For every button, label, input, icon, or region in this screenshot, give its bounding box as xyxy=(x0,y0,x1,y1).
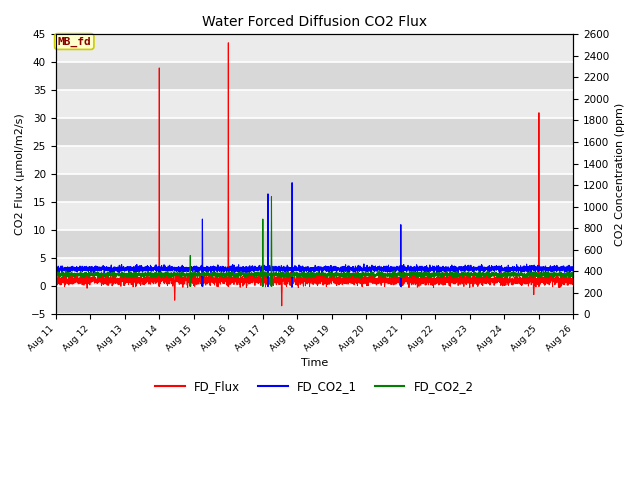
Bar xyxy=(56,118,573,146)
X-axis label: Time: Time xyxy=(301,359,328,369)
Bar xyxy=(56,146,573,174)
Bar xyxy=(56,174,573,202)
Y-axis label: CO2 Concentration (ppm): CO2 Concentration (ppm) xyxy=(615,103,625,246)
Y-axis label: CO2 Flux (μmol/m2/s): CO2 Flux (μmol/m2/s) xyxy=(15,113,25,235)
Bar xyxy=(56,35,573,62)
Bar xyxy=(56,258,573,286)
Text: MB_fd: MB_fd xyxy=(58,36,91,47)
Bar xyxy=(56,230,573,258)
Legend: FD_Flux, FD_CO2_1, FD_CO2_2: FD_Flux, FD_CO2_1, FD_CO2_2 xyxy=(150,375,479,398)
Title: Water Forced Diffusion CO2 Flux: Water Forced Diffusion CO2 Flux xyxy=(202,15,427,29)
Bar xyxy=(56,286,573,314)
Bar xyxy=(56,202,573,230)
Bar xyxy=(56,90,573,118)
Bar xyxy=(56,62,573,90)
